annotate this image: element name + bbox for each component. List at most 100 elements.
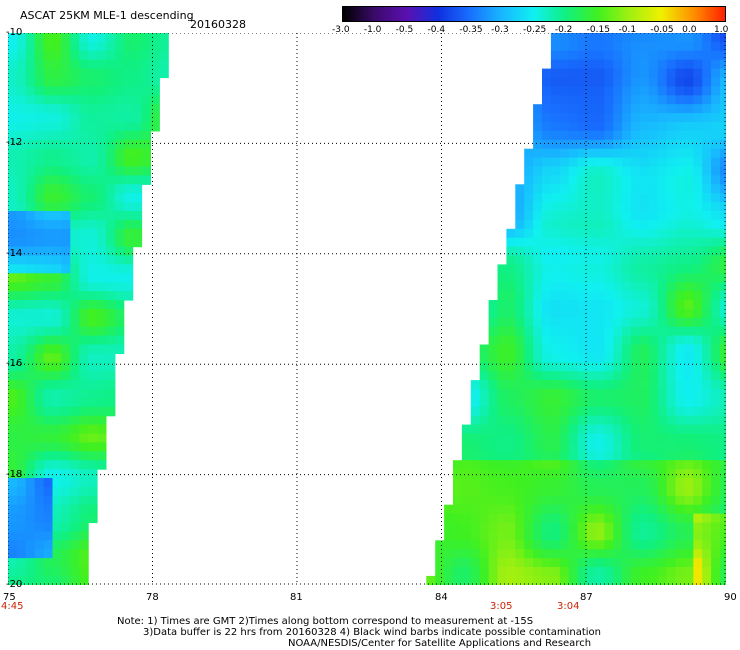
swath-cell <box>52 104 62 114</box>
swath-cell <box>444 558 454 568</box>
swath-cell <box>506 513 516 524</box>
swath-cell <box>132 184 143 194</box>
swath-cell <box>88 273 98 283</box>
swath-cell <box>720 122 726 132</box>
swath-cell <box>702 362 712 372</box>
ascat-map <box>8 33 726 585</box>
swath-cell <box>684 193 694 203</box>
swath-cell <box>559 95 570 105</box>
swath-cell <box>70 86 80 96</box>
swath-cell <box>639 193 650 203</box>
swath-cell <box>34 486 45 497</box>
swath-cell <box>666 326 677 337</box>
swath-cell <box>8 219 18 230</box>
swath-cell <box>70 460 80 470</box>
swath-cell <box>639 531 650 541</box>
swath-cell <box>515 237 525 248</box>
x-label-84: 84 <box>435 592 448 603</box>
swath-cell <box>702 478 712 488</box>
swath-cell <box>559 380 570 390</box>
swath-cell <box>657 397 668 408</box>
swath-cell <box>622 362 632 372</box>
swath-cell <box>559 362 570 372</box>
swath-cell <box>515 397 525 408</box>
swath-cell <box>595 308 605 319</box>
swath-cell <box>639 575 650 585</box>
swath-cell <box>533 228 543 239</box>
swath-cell <box>497 317 507 328</box>
swath-cell <box>711 531 721 541</box>
swath-cell <box>97 246 107 257</box>
swath-cell <box>622 41 632 52</box>
swath-cell <box>114 211 125 221</box>
swath-cell <box>666 193 677 203</box>
swath-cell <box>25 433 36 443</box>
swath-cell <box>88 33 98 43</box>
swath-cell <box>559 549 570 559</box>
swath-cell <box>604 157 614 168</box>
swath-cell <box>52 41 62 52</box>
swath-cell <box>657 522 668 532</box>
swath-cell <box>497 522 507 532</box>
swath-cell <box>488 531 499 541</box>
swath-cell <box>613 353 623 363</box>
swath-cell <box>559 282 570 292</box>
swath-cell <box>586 211 596 221</box>
swath-cell <box>52 371 62 381</box>
swath-cell <box>25 86 36 96</box>
swath-cell <box>604 504 614 515</box>
swath-cell <box>497 451 507 461</box>
swath-cell <box>711 282 721 292</box>
swath-cell <box>559 308 570 319</box>
swath-cell <box>666 451 677 461</box>
swath-cell <box>702 246 712 257</box>
swath-cell <box>70 397 80 408</box>
swath-cell <box>577 389 588 399</box>
swath-cell <box>693 219 703 230</box>
swath-cell <box>25 291 36 301</box>
swath-cell <box>577 41 588 52</box>
swath-cell <box>586 148 596 159</box>
swath-cell <box>595 442 605 452</box>
swath-cell <box>657 175 668 185</box>
swath-cell <box>595 460 605 470</box>
swath-cell <box>43 175 54 185</box>
swath-cell <box>34 469 45 479</box>
swath-cell <box>622 389 632 399</box>
swath-cell <box>79 433 89 443</box>
swath-cell <box>666 362 677 372</box>
swath-cell <box>568 202 579 212</box>
swath-cell <box>435 549 445 559</box>
swath-cell <box>114 255 125 265</box>
swath-cell <box>16 300 27 310</box>
swath-cell <box>533 486 543 497</box>
swath-cell <box>79 335 89 346</box>
swath-cell <box>639 184 650 194</box>
swath-cell <box>711 113 721 123</box>
swath-cell <box>586 495 596 506</box>
swath-cell <box>622 59 632 70</box>
swath-cell <box>622 397 632 408</box>
swath-cell <box>550 157 561 168</box>
swath-cell <box>595 255 605 265</box>
swath-cell <box>604 371 614 381</box>
swath-cell <box>675 282 685 292</box>
swath-cell <box>542 166 552 176</box>
swath-cell <box>43 59 54 70</box>
swath-cell <box>666 469 677 479</box>
swath-cell <box>61 460 71 470</box>
swath-cell <box>577 406 588 417</box>
swath-cell <box>34 460 45 470</box>
swath-cell <box>506 415 516 426</box>
swath-cell <box>8 300 18 310</box>
swath-cell <box>61 175 71 185</box>
swath-cell <box>711 255 721 265</box>
swath-cell <box>524 175 534 185</box>
swath-cell <box>515 513 525 524</box>
swath-cell <box>613 380 623 390</box>
swath-cell <box>114 59 125 70</box>
swath-cell <box>8 175 18 185</box>
colorbar-label: -0.05 <box>650 25 674 35</box>
swath-cell <box>559 59 570 70</box>
swath-cell <box>542 211 552 221</box>
